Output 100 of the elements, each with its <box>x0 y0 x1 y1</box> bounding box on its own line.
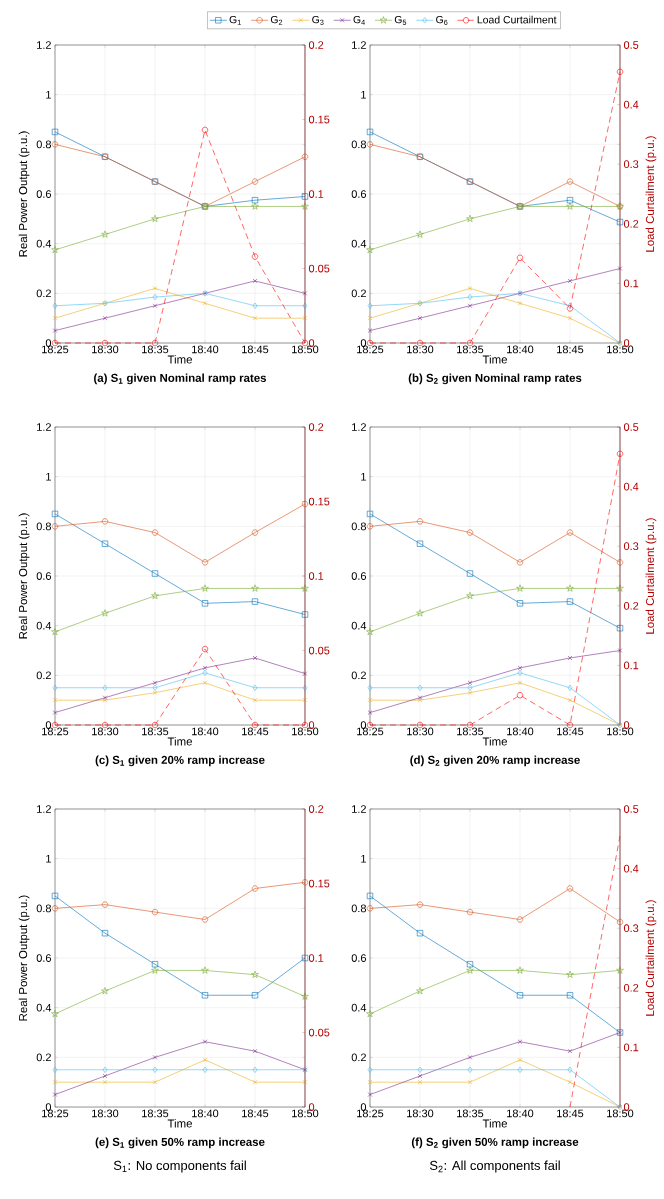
y-tick-label: 0.2 <box>36 289 51 298</box>
y2-tick-label: 0.1 <box>308 572 324 580</box>
y-tick-label: 1 <box>46 854 51 863</box>
text: (e) S$_{1}$ given 50% ramp increase <box>95 1137 265 1149</box>
y-tick-label: 0.2 <box>351 1053 366 1062</box>
x-tick-label: 18:25 <box>357 727 384 736</box>
y-axis-title: Real Power Output (p.u.) <box>18 895 30 1021</box>
y-tick-label: 0.4 <box>36 621 52 630</box>
y-tick-label: 1 <box>46 90 51 99</box>
y-tick-label: 0.6 <box>36 190 51 198</box>
x-tick-label: 18:25 <box>357 1109 384 1118</box>
y2-tick-label: 0.1 <box>623 661 639 670</box>
y2-tick-label: 0.2 <box>623 983 639 992</box>
x-tick-label: 18:50 <box>607 727 634 736</box>
x-tick-label: 18:25 <box>42 345 69 354</box>
y-tick-label: 0.6 <box>351 190 366 198</box>
x-tick-label: 18:40 <box>192 727 219 736</box>
y2-tick-label: 0.2 <box>623 219 639 228</box>
y-tick-label: 0.6 <box>351 954 366 962</box>
text: S$_{1}$: No components fail <box>113 1160 246 1173</box>
y-tick-label: 1 <box>46 472 51 481</box>
legend-label: G$_{6}$ <box>436 15 448 25</box>
y2-tick-label: 0.05 <box>308 264 330 273</box>
y-tick-label: 0.6 <box>36 572 51 580</box>
x-tick-label: 18:35 <box>142 345 169 354</box>
x-tick-label: 18:25 <box>357 345 384 354</box>
y2-tick-label: 0.3 <box>623 542 639 551</box>
y-tick-label: 0 <box>45 721 52 729</box>
text: (a) S$_{1}$ given Nominal ramp rates <box>94 373 267 385</box>
y-tick-label: 0.6 <box>36 954 51 962</box>
x-axis-title: Time <box>482 355 508 364</box>
y-axis-title: Real Power Output (p.u.) <box>18 513 30 639</box>
legend-label: G$_{2}$ <box>270 15 283 25</box>
y-tick-label: 0.6 <box>351 572 366 580</box>
x-tick-label: 18:45 <box>242 345 269 354</box>
y-tick-label: 0.8 <box>36 904 51 913</box>
x-tick-label: 18:35 <box>457 1109 484 1118</box>
x-tick-label: 18:45 <box>557 1109 584 1118</box>
y-tick-label: 0 <box>360 339 367 347</box>
y-tick-label: 0.8 <box>351 904 366 913</box>
text: (d) S$_{2}$ given 20% ramp increase <box>410 755 580 767</box>
y-tick-label: 0.8 <box>36 140 51 149</box>
y-tick-label: 0.2 <box>351 289 366 298</box>
y-tick-label: 1 <box>361 472 366 481</box>
x-tick-label: 18:45 <box>557 727 584 736</box>
text: (b) S$_{2}$ given Nominal ramp rates <box>408 373 582 385</box>
y2-tick-label: 0.2 <box>623 601 639 610</box>
text: (c) S$_{1}$ given 20% ramp increase <box>95 755 265 767</box>
y-tick-label: 1.2 <box>352 423 366 431</box>
x-tick-label: 18:50 <box>607 1109 634 1118</box>
x-tick-label: 18:25 <box>42 1109 69 1118</box>
x-tick-label: 18:40 <box>192 345 219 354</box>
legend-label: G$_{1}$ <box>229 15 241 25</box>
y-tick-label: 1.2 <box>37 423 51 431</box>
y-tick-label: 0.4 <box>351 1003 367 1012</box>
y-tick-label: 0 <box>360 1103 367 1111</box>
x-tick-label: 18:35 <box>457 727 484 736</box>
y-tick-label: 0.8 <box>351 140 366 149</box>
x-tick-label: 18:35 <box>142 1109 169 1118</box>
y-tick-label: 0.4 <box>36 1003 52 1012</box>
x-tick-label: 18:40 <box>507 727 534 736</box>
x-tick-label: 18:40 <box>507 345 534 354</box>
y2-tick-label: 0.1 <box>623 279 639 288</box>
y2-tick-label: 0.2 <box>308 41 324 49</box>
y-tick-label: 0.2 <box>36 1053 51 1062</box>
legend-label: G$_{5}$ <box>394 15 407 25</box>
y2-tick-label: 0.4 <box>623 482 639 491</box>
x-tick-label: 18:30 <box>92 727 119 736</box>
y-tick-label: 0 <box>360 721 367 729</box>
y-tick-label: 1 <box>361 854 366 863</box>
y-tick-label: 1.2 <box>352 41 366 49</box>
y2-tick-label: 0.2 <box>308 423 324 431</box>
x-tick-label: 18:30 <box>92 345 119 354</box>
y2-tick-label: 0.1 <box>308 190 324 198</box>
y-tick-label: 1.2 <box>37 41 51 49</box>
x-axis-title: Time <box>167 355 192 364</box>
y2-tick-label: 0.05 <box>308 1028 330 1037</box>
y-tick-label: 0.8 <box>36 522 51 531</box>
y2-tick-label: 0.15 <box>308 879 330 888</box>
x-axis-title: Time <box>167 737 192 746</box>
y2-tick-label: 0.15 <box>308 497 330 506</box>
y2-axis-title: Load Curtailment (p.u.) <box>645 900 657 1016</box>
x-tick-label: 18:50 <box>607 345 634 354</box>
y2-tick-label: 0.1 <box>623 1043 639 1052</box>
x-tick-label: 18:40 <box>192 1109 219 1118</box>
y-tick-label: 0 <box>45 339 52 347</box>
y-tick-label: 0.4 <box>351 239 367 248</box>
legend-label: G$_{3}$ <box>312 15 324 25</box>
y-tick-label: 0.2 <box>36 671 51 680</box>
y-tick-label: 1.2 <box>37 805 51 813</box>
x-tick-label: 18:30 <box>407 1109 434 1118</box>
y2-tick-label: 0.4 <box>623 864 639 873</box>
y-tick-label: 0.2 <box>351 671 366 680</box>
x-tick-label: 18:35 <box>142 727 169 736</box>
y2-tick-label: 0.2 <box>308 805 324 813</box>
y2-tick-label: 0.5 <box>623 41 639 49</box>
y-tick-label: 1 <box>361 90 366 99</box>
x-tick-label: 18:40 <box>507 1109 534 1118</box>
y2-axis-title: Load Curtailment (p.u.) <box>645 136 657 252</box>
x-tick-label: 18:30 <box>407 727 434 736</box>
